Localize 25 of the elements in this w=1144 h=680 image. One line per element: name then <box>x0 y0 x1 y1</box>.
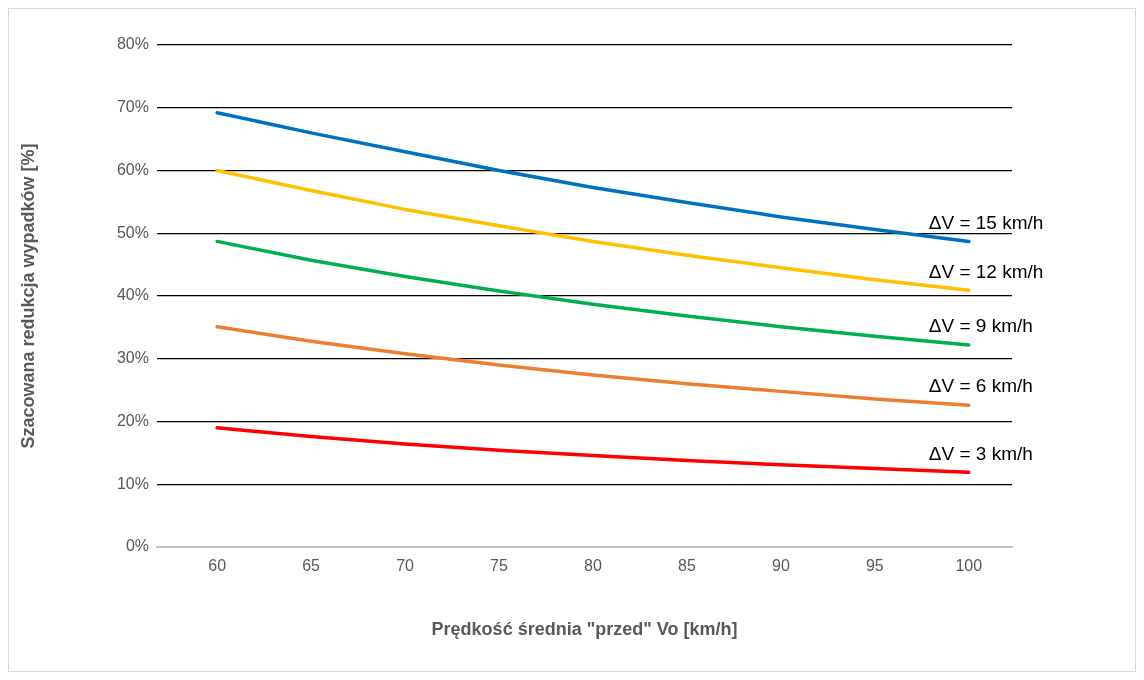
x-tick-label: 75 <box>490 557 508 575</box>
x-tick-label: 90 <box>771 557 790 575</box>
x-tick-label: 80 <box>584 557 602 575</box>
y-tick-label: 10% <box>116 474 149 492</box>
y-tick-label: 0% <box>125 537 149 555</box>
series-label: ΔV = 12 km/h <box>928 260 1044 282</box>
y-tick-label: 20% <box>116 411 149 429</box>
x-tick-label: 65 <box>302 557 321 575</box>
x-tick-label: 70 <box>396 557 415 575</box>
x-tick-label: 60 <box>208 557 227 575</box>
x-axis-title: Prędkość średnia "przed" Vo [km/h] <box>431 619 738 640</box>
x-tick-label: 100 <box>955 557 983 575</box>
y-tick-label: 50% <box>116 223 149 241</box>
y-tick-label: 70% <box>116 98 149 116</box>
x-tick-label: 95 <box>865 557 884 575</box>
series-label: ΔV = 6 km/h <box>928 375 1033 397</box>
series-label: ΔV = 3 km/h <box>928 442 1033 464</box>
y-axis-title: Szacowana redukcja wypadków [%] <box>17 143 38 449</box>
y-tick-label: 80% <box>116 35 149 53</box>
y-tick-label: 60% <box>116 160 149 178</box>
y-tick-label: 40% <box>116 286 149 304</box>
series-label: ΔV = 9 km/h <box>928 315 1033 337</box>
x-tick-label: 85 <box>678 557 696 575</box>
series-label: ΔV = 15 km/h <box>928 211 1044 233</box>
y-tick-label: 30% <box>116 349 149 367</box>
